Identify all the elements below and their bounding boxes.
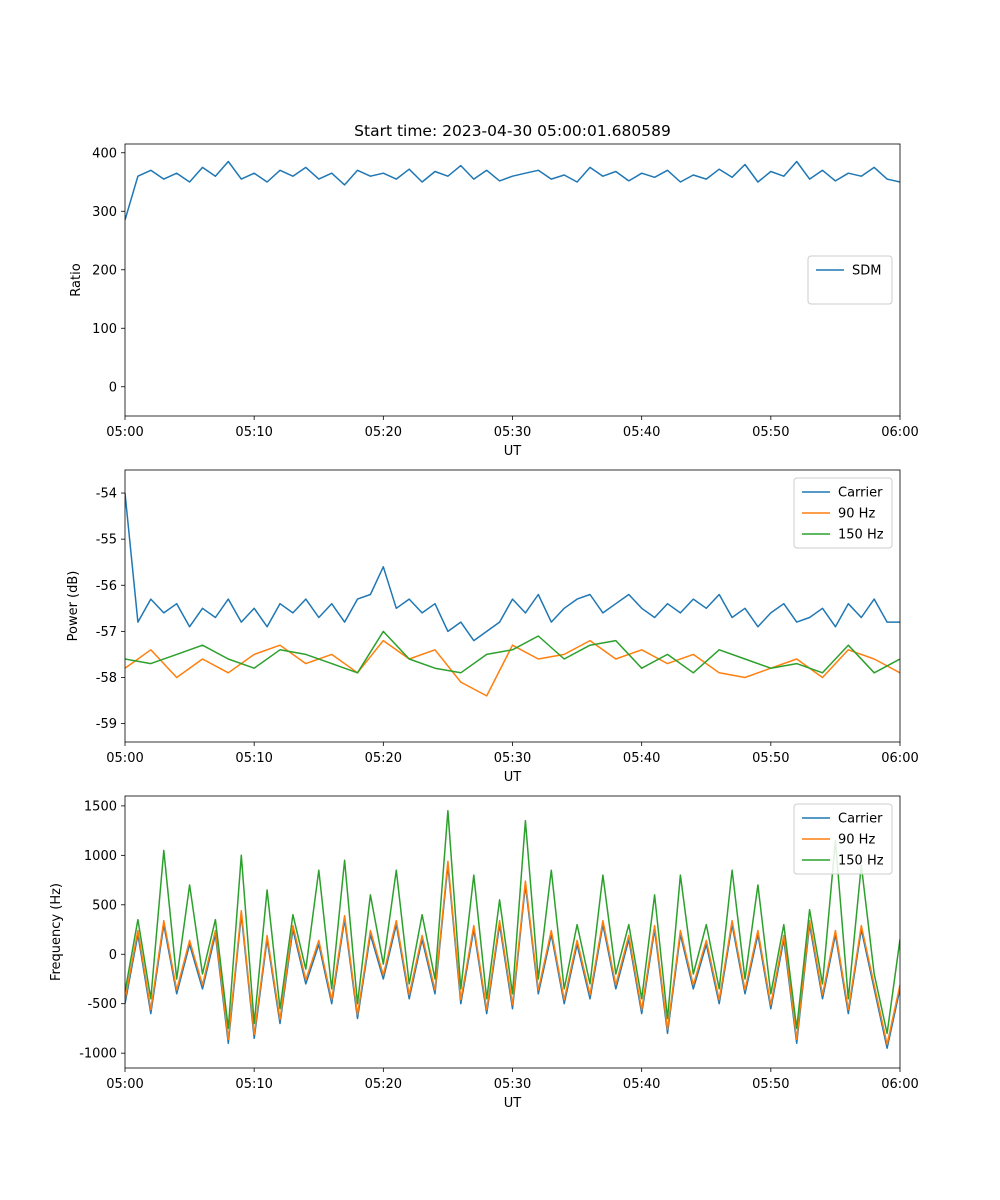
x-tick-label: 05:40: [623, 425, 660, 440]
x-tick-label: 05:20: [365, 751, 402, 766]
chart-panel-2: 05:00 05:10 05:20 05:30 05:40 05:50 06:00 -59 -5…: [66, 469, 919, 785]
x-tick-label: 05:50: [752, 425, 789, 440]
y-axis-label: Power (dB): [66, 571, 81, 642]
y-axis-label: Frequency (Hz): [49, 883, 64, 981]
x-tick-label: 06:00: [881, 1077, 918, 1092]
x-tick-label: 05:10: [235, 1077, 272, 1092]
series-line-150 Hz: [125, 630, 900, 674]
y-tick-label: -58: [96, 671, 117, 686]
legend-label: SDM: [852, 264, 881, 279]
x-tick-label: 05:20: [365, 1077, 402, 1092]
x-tick-label: 05:10: [235, 425, 272, 440]
legend-box: [793, 477, 893, 549]
legend-label: Carrier: [838, 812, 883, 827]
legend-label: Carrier: [838, 486, 883, 501]
x-axis-label: UT: [504, 444, 522, 459]
legend-label: 150 Hz: [838, 854, 884, 869]
series-line-90 Hz: [125, 860, 900, 1046]
x-tick-label: 05:50: [752, 751, 789, 766]
legend-label: 90 Hz: [838, 507, 875, 522]
chart-panel-3: 05:00 05:10 05:20 05:30 05:40 05:50 06:00 -1000…: [49, 795, 919, 1111]
x-axis-label: UT: [504, 1096, 522, 1111]
x-tick-label: 05:30: [494, 751, 531, 766]
legend-box: [793, 803, 893, 875]
y-tick-label: 0: [109, 380, 117, 395]
legend: Carrier 90 Hz 150 Hz: [793, 803, 893, 875]
legend: Carrier 90 Hz 150 Hz: [793, 477, 893, 549]
y-tick-label: 400: [92, 146, 117, 161]
legend-box: [807, 255, 893, 305]
x-axis-label: UT: [504, 770, 522, 785]
y-tick-label: 500: [92, 898, 117, 913]
y-axis-label: Ratio: [69, 263, 84, 296]
y-tick-label: -500: [87, 997, 117, 1012]
series-line-Carrier: [125, 493, 900, 642]
legend-label: 150 Hz: [838, 528, 884, 543]
y-tick-label: -1000: [79, 1047, 117, 1062]
series-line-Carrier: [125, 864, 900, 1049]
y-tick-label: -56: [96, 579, 117, 594]
x-tick-label: 05:40: [623, 751, 660, 766]
x-tick-label: 05:30: [494, 425, 531, 440]
x-tick-label: 05:50: [752, 1077, 789, 1092]
x-tick-label: 05:00: [106, 1077, 143, 1092]
y-tick-label: 100: [92, 322, 117, 337]
y-tick-label: 1000: [84, 849, 117, 864]
x-tick-label: 05:00: [106, 751, 143, 766]
y-tick-label: 300: [92, 205, 117, 220]
y-tick-label: -54: [96, 487, 117, 502]
y-tick-label: -55: [96, 533, 117, 548]
y-tick-label: -59: [96, 717, 117, 732]
x-tick-label: 05:10: [235, 751, 272, 766]
y-tick-label: 1500: [84, 799, 117, 814]
y-tick-label: 0: [109, 948, 117, 963]
legend-label: 90 Hz: [838, 833, 875, 848]
x-tick-label: 05:40: [623, 1077, 660, 1092]
chart-panel-1: 05:00 05:10 05:20 05:30 05:40 05:50 06:00 0 100 2…: [69, 122, 919, 459]
x-tick-label: 06:00: [881, 751, 918, 766]
x-tick-label: 05:30: [494, 1077, 531, 1092]
chart-title: Start time: 2023-04-30 05:00:01.680589: [354, 122, 671, 140]
panels: 05:00 05:10 05:20 05:30 05:40 05:50 06:00 0 100 2…: [49, 122, 919, 1111]
series-line-SDM: [125, 160, 900, 221]
x-tick-label: 05:00: [106, 425, 143, 440]
y-tick-label: -57: [96, 625, 117, 640]
series-line-150 Hz: [125, 810, 900, 1035]
y-tick-label: 200: [92, 263, 117, 278]
legend: SDM: [807, 255, 893, 305]
x-tick-label: 06:00: [881, 425, 918, 440]
x-tick-label: 05:20: [365, 425, 402, 440]
